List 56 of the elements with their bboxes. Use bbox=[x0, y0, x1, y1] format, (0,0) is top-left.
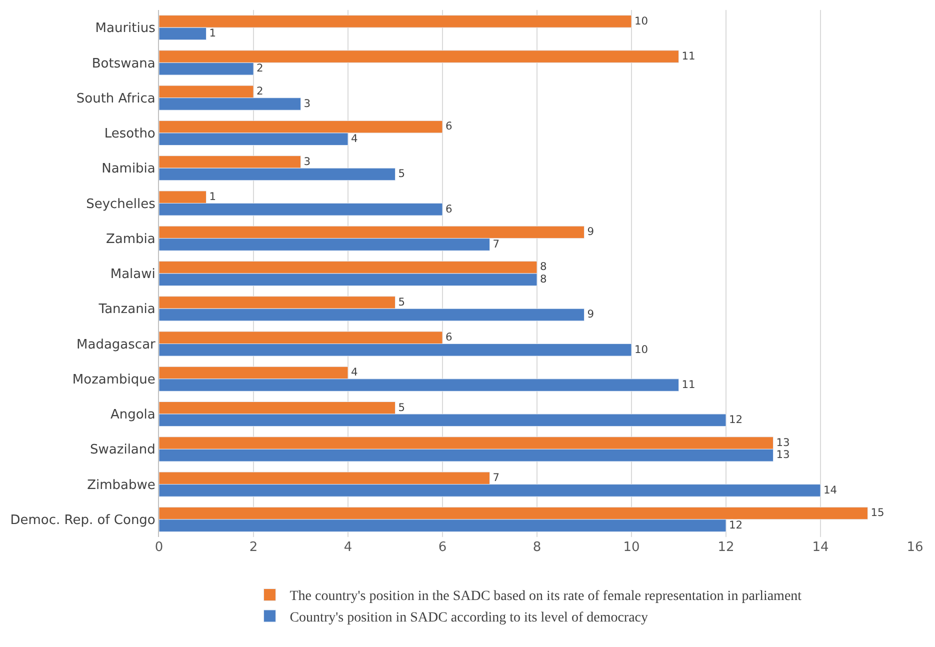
data-label: 6 bbox=[446, 202, 453, 216]
x-tick-label: 14 bbox=[812, 540, 829, 555]
y-tick-label: Swaziland bbox=[90, 442, 156, 458]
data-label: 12 bbox=[729, 518, 743, 532]
data-label: 4 bbox=[351, 132, 358, 145]
y-tick-label: Malawi bbox=[110, 267, 156, 282]
y-tick-label: Democ. Rep. of Congo bbox=[10, 512, 156, 528]
data-label: 3 bbox=[304, 154, 311, 168]
data-label: 10 bbox=[634, 342, 648, 356]
x-tick-label: 16 bbox=[906, 540, 924, 555]
y-tick-label: Namibia bbox=[102, 162, 156, 177]
x-tick-label: 8 bbox=[532, 540, 542, 555]
data-label: 5 bbox=[398, 167, 406, 180]
data-label: 5 bbox=[398, 295, 406, 308]
data-label: 8 bbox=[540, 260, 548, 274]
data-label: 14 bbox=[824, 483, 838, 496]
y-tick-label: Madagascar bbox=[76, 337, 156, 352]
data-label: 13 bbox=[776, 436, 790, 449]
x-tick-label: 2 bbox=[249, 540, 258, 555]
x-tick-label: 10 bbox=[623, 540, 640, 555]
data-label: 7 bbox=[492, 471, 500, 484]
data-label: 8 bbox=[540, 272, 548, 286]
legend-label: Country's position in SADC according to its level of democracy bbox=[290, 610, 648, 626]
data-label: 2 bbox=[256, 84, 264, 98]
x-tick-label: 4 bbox=[344, 540, 352, 555]
data-label: 1 bbox=[209, 26, 216, 40]
y-tick-label: Mauritius bbox=[95, 21, 156, 36]
x-tick-label: 12 bbox=[718, 540, 734, 555]
y-tick-label: Seychelles bbox=[86, 196, 156, 212]
data-label: 10 bbox=[634, 14, 648, 28]
data-label: 3 bbox=[304, 96, 311, 110]
y-tick-label: Tanzania bbox=[98, 302, 156, 318]
legend-label: The country's position in the SADC based on its rate of female representation in parliament bbox=[290, 589, 802, 604]
x-tick-label: 0 bbox=[154, 540, 164, 555]
data-label: 11 bbox=[682, 49, 696, 62]
data-label: 11 bbox=[682, 378, 696, 391]
y-tick-label: Zambia bbox=[106, 232, 156, 247]
data-label: 2 bbox=[256, 62, 264, 75]
data-label: 13 bbox=[776, 448, 790, 462]
data-label: 4 bbox=[351, 366, 358, 379]
data-label: 7 bbox=[492, 237, 500, 250]
y-tick-label: Botswana bbox=[92, 56, 156, 72]
data-label: 1 bbox=[209, 190, 216, 203]
data-label: 9 bbox=[587, 308, 594, 321]
data-label: 15 bbox=[870, 506, 884, 520]
data-label: 9 bbox=[587, 225, 594, 238]
data-label: 5 bbox=[398, 400, 406, 414]
y-tick-label: Mozambique bbox=[72, 372, 156, 388]
data-label: 6 bbox=[446, 330, 453, 344]
y-tick-label: South Africa bbox=[76, 91, 156, 106]
x-tick-label: 6 bbox=[438, 540, 447, 555]
y-tick-label: Lesotho bbox=[104, 126, 156, 142]
y-tick-label: Angola bbox=[110, 408, 156, 423]
data-label: 12 bbox=[729, 413, 743, 426]
y-tick-label: Zimbabwe bbox=[87, 478, 156, 493]
data-label: 6 bbox=[446, 120, 453, 133]
